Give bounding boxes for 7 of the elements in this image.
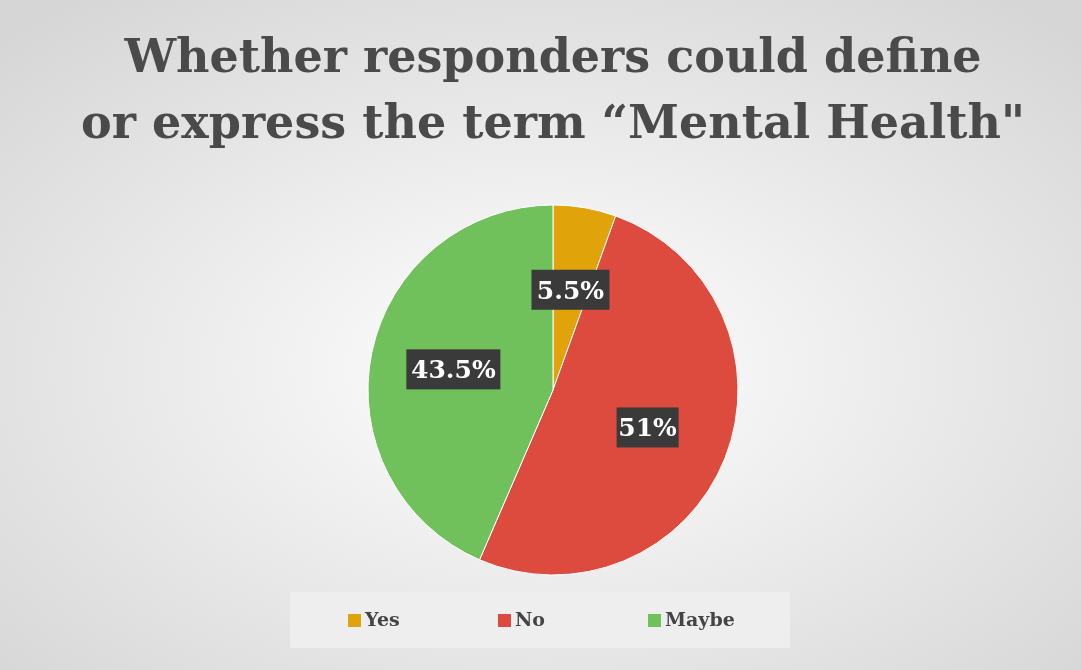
chart-title: Whether responders could define or express the term “Mental Health" [81,29,1025,149]
data-label: 43.5% [411,355,496,385]
data-label: 51% [618,413,678,443]
legend-label: Yes [364,608,400,630]
data-label: 5.5% [536,275,605,305]
legend-label: Maybe [665,608,735,630]
slice-label: No [515,608,546,630]
